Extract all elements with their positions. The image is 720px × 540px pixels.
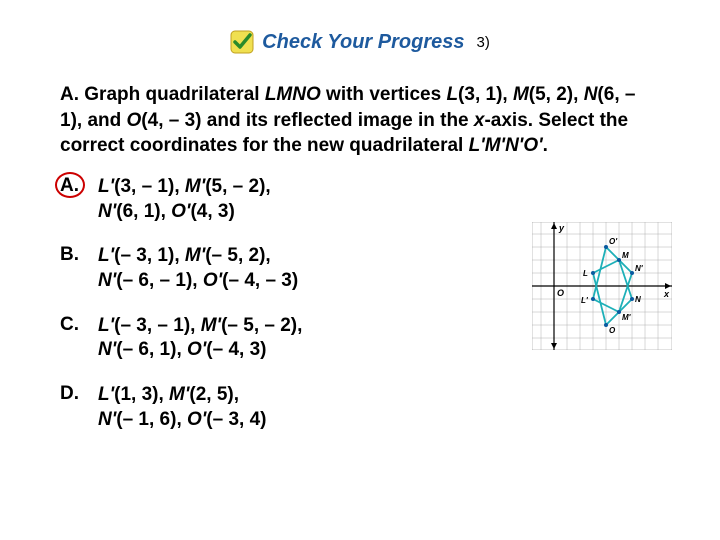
answer-letter: A. <box>60 175 88 197</box>
svg-text:L: L <box>583 269 588 278</box>
question-text: A. Graph quadrilateral LMNO with vertice… <box>60 82 660 159</box>
svg-text:L': L' <box>581 296 589 305</box>
answer-text: L'(3, – 1), M'(5, – 2), N'(6, 1), O'(4, … <box>98 175 271 224</box>
answer-letter: D. <box>60 383 88 405</box>
selection-circle-icon <box>55 172 85 198</box>
answer-letter: B. <box>60 244 88 266</box>
answer-letter: C. <box>60 314 88 336</box>
svg-text:x: x <box>663 289 670 299</box>
checkmark-icon <box>230 30 254 54</box>
header-title: Check Your Progress <box>262 31 464 54</box>
progress-header: Check Your Progress 3) <box>60 30 660 54</box>
question-prefix: A. <box>60 84 79 105</box>
svg-text:N: N <box>635 295 641 304</box>
answer-text: L'(– 3, – 1), M'(– 5, – 2), N'(– 6, 1), … <box>98 314 302 363</box>
svg-text:M': M' <box>622 313 632 322</box>
svg-text:O': O' <box>609 237 618 246</box>
svg-text:O: O <box>609 326 616 335</box>
svg-text:N': N' <box>635 264 644 273</box>
answer-text: L'(1, 3), M'(2, 5), N'(– 1, 6), O'(– 3, … <box>98 383 267 432</box>
svg-text:M: M <box>622 251 629 260</box>
coordinate-graph: Ox y L M N O L' M' N' O' <box>532 222 672 350</box>
answer-text: L'(– 3, 1), M'(– 5, 2), N'(– 6, – 1), O'… <box>98 244 298 293</box>
answer-d[interactable]: D. L'(1, 3), M'(2, 5), N'(– 1, 6), O'(– … <box>60 383 660 432</box>
svg-text:O: O <box>557 288 564 298</box>
question-number: 3) <box>476 34 489 51</box>
svg-text:y: y <box>558 223 565 233</box>
answer-a[interactable]: A. L'(3, – 1), M'(5, – 2), N'(6, 1), O'(… <box>60 175 660 224</box>
